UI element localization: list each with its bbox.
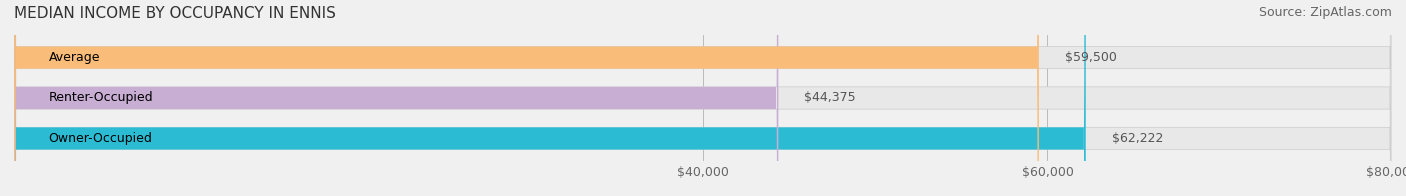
- Text: Owner-Occupied: Owner-Occupied: [48, 132, 152, 145]
- Text: Renter-Occupied: Renter-Occupied: [48, 92, 153, 104]
- Text: Source: ZipAtlas.com: Source: ZipAtlas.com: [1258, 6, 1392, 19]
- Text: Average: Average: [48, 51, 100, 64]
- FancyBboxPatch shape: [14, 0, 779, 196]
- FancyBboxPatch shape: [14, 0, 1085, 196]
- FancyBboxPatch shape: [14, 0, 1039, 196]
- FancyBboxPatch shape: [14, 0, 1392, 196]
- Text: $59,500: $59,500: [1064, 51, 1116, 64]
- FancyBboxPatch shape: [14, 0, 1392, 196]
- Text: $62,222: $62,222: [1112, 132, 1163, 145]
- Text: $44,375: $44,375: [804, 92, 856, 104]
- FancyBboxPatch shape: [14, 0, 1392, 196]
- Text: MEDIAN INCOME BY OCCUPANCY IN ENNIS: MEDIAN INCOME BY OCCUPANCY IN ENNIS: [14, 6, 336, 21]
